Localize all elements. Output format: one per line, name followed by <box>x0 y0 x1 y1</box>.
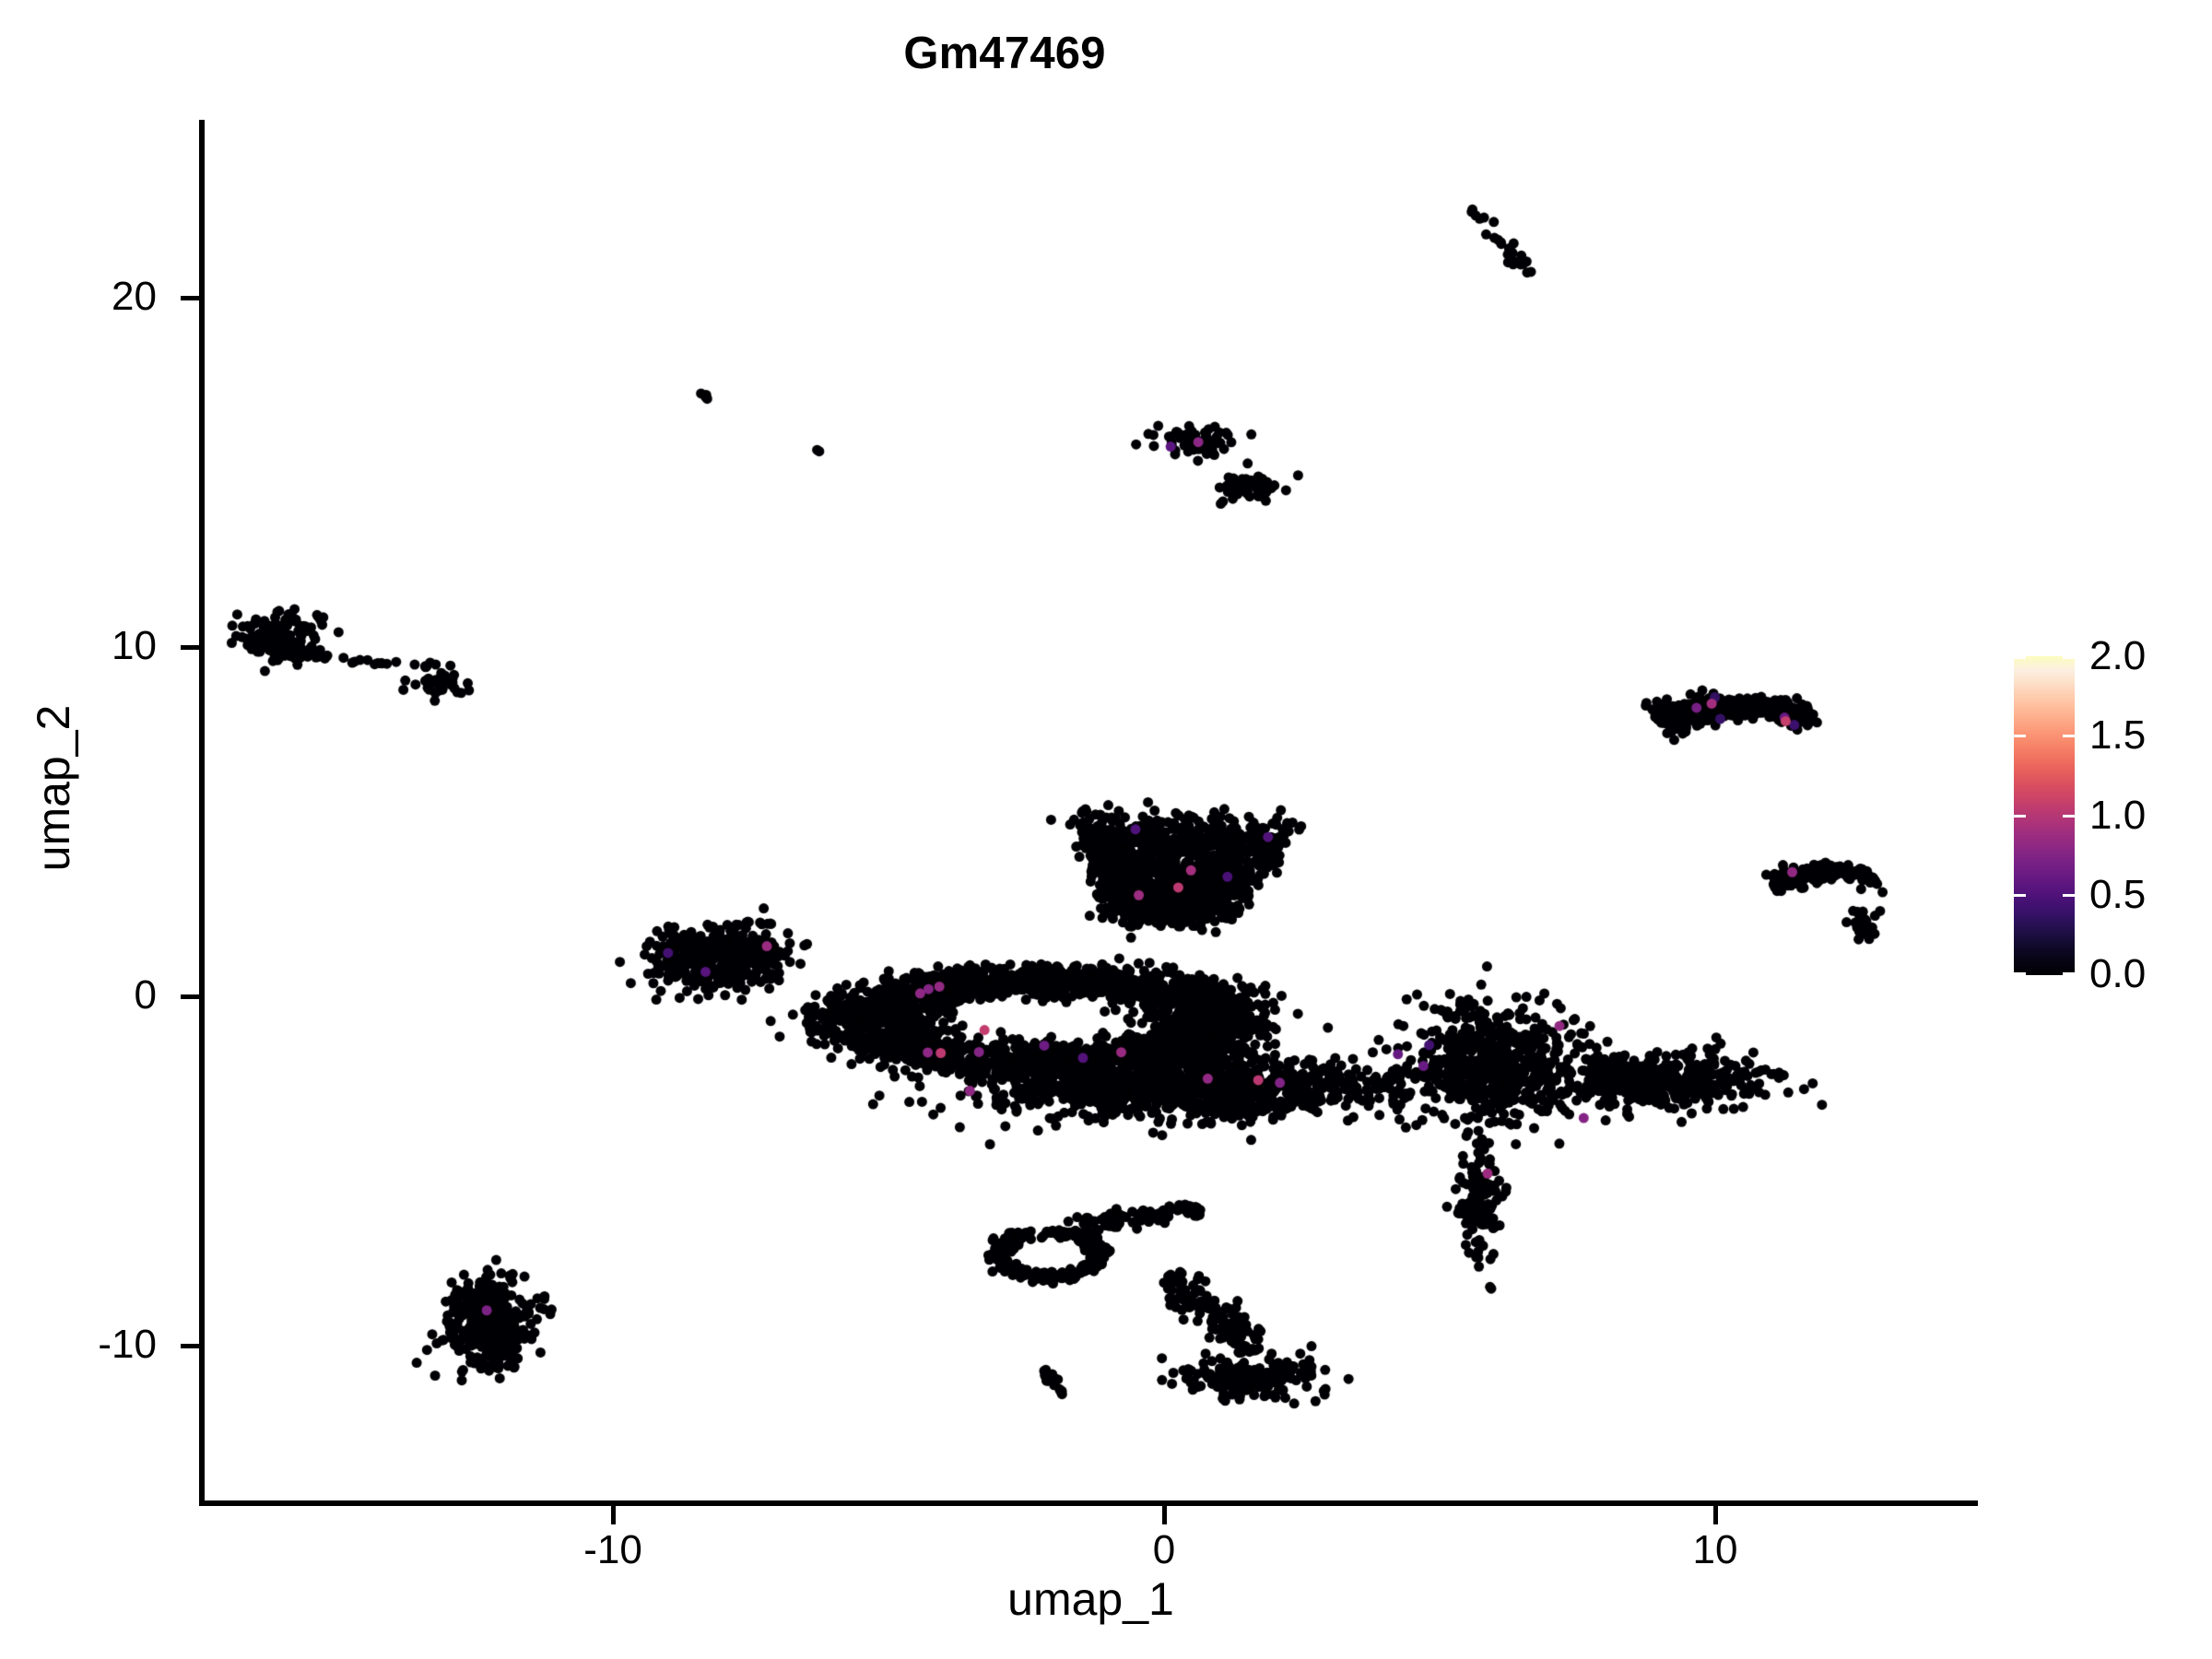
x-tick-label: -10 <box>583 1527 642 1572</box>
legend-label: 2.0 <box>2089 633 2147 678</box>
scatter-points-canvas <box>204 120 1978 1502</box>
y-tick-mark <box>181 645 199 650</box>
y-axis-title: umap_2 <box>28 704 79 872</box>
y-tick-mark <box>181 994 199 999</box>
y-tick-label: -10 <box>98 1322 157 1367</box>
y-tick-mark <box>181 296 199 300</box>
legend-label: 0.5 <box>2089 871 2147 917</box>
x-tick-mark <box>611 1506 616 1524</box>
y-tick-mark <box>181 1344 199 1348</box>
color-legend-gradient-bar <box>2014 656 2075 975</box>
legend-label: 0.0 <box>2089 951 2147 996</box>
legend-label: 1.0 <box>2089 792 2147 838</box>
x-tick-label: 0 <box>1152 1527 1176 1572</box>
legend-label: 1.5 <box>2089 712 2147 759</box>
y-tick-label: 20 <box>112 274 157 319</box>
y-axis-line <box>199 120 205 1505</box>
x-axis-title: umap_1 <box>1007 1573 1174 1625</box>
page-title: Gm47469 <box>903 29 1106 78</box>
y-tick-label: 10 <box>112 623 157 668</box>
x-axis-line <box>199 1500 1978 1506</box>
color-legend[interactable]: 0.0 0.5 1.0 1.5 2.0 <box>2014 636 2189 994</box>
x-tick-mark <box>1162 1506 1167 1524</box>
x-tick-mark <box>1713 1506 1718 1524</box>
y-tick-label: 0 <box>134 972 157 1018</box>
scatter-plot-panel[interactable] <box>204 120 1978 1502</box>
x-tick-label: 10 <box>1692 1527 1738 1572</box>
